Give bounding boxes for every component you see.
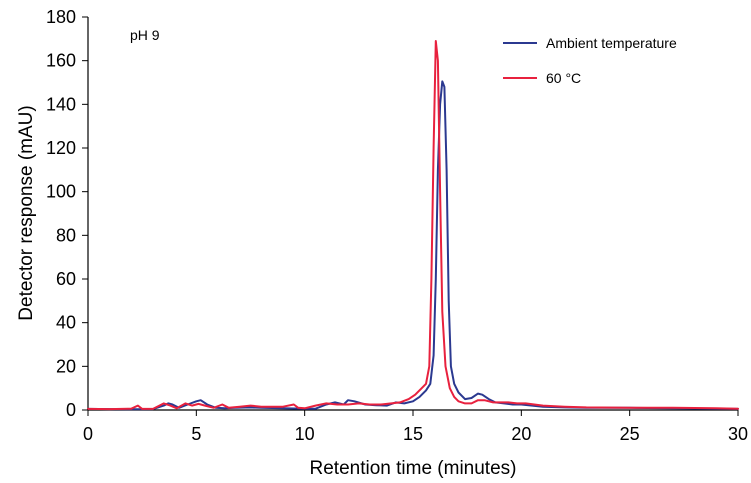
y-tick-label: 80 [56,225,76,245]
y-tick-label: 20 [56,356,76,376]
plot-area: 0 5 10 15 20 25 30 0 20 40 60 80 100 120 140 160 180 [46,7,748,444]
y-tick-label: 60 [56,269,76,289]
x-tick-label: 0 [83,424,93,444]
x-tick-label: 20 [511,424,531,444]
x-tick-label: 15 [403,424,423,444]
x-axis-title: Retention time (minutes) [310,458,517,479]
series-line-ambient [87,80,739,411]
y-tick-label: 100 [46,182,76,202]
legend-label-ambient: Ambient temperature [546,35,677,51]
y-tick-label: 140 [46,94,76,114]
series-line-60c [87,40,739,411]
x-tick-label: 10 [295,424,315,444]
x-tick-label: 25 [620,424,640,444]
y-axis-title: Detector response (mAU) [16,105,37,320]
annotation-ph: pH 9 [130,27,160,43]
y-tick-label: 40 [56,313,76,333]
y-tick-label: 160 [46,51,76,71]
x-tick-label: 30 [728,424,748,444]
series-layer [87,40,739,411]
y-tick-label: 0 [66,400,76,420]
y-tick-label: 180 [46,7,76,27]
legend-label-60c: 60 °C [546,70,581,86]
x-tick-label: 5 [191,424,201,444]
tick-layer: 0 5 10 15 20 25 30 0 20 40 60 80 100 120 140 160 180 [46,7,748,444]
legend: Ambient temperature 60 °C [503,35,677,86]
y-tick-label: 120 [46,138,76,158]
